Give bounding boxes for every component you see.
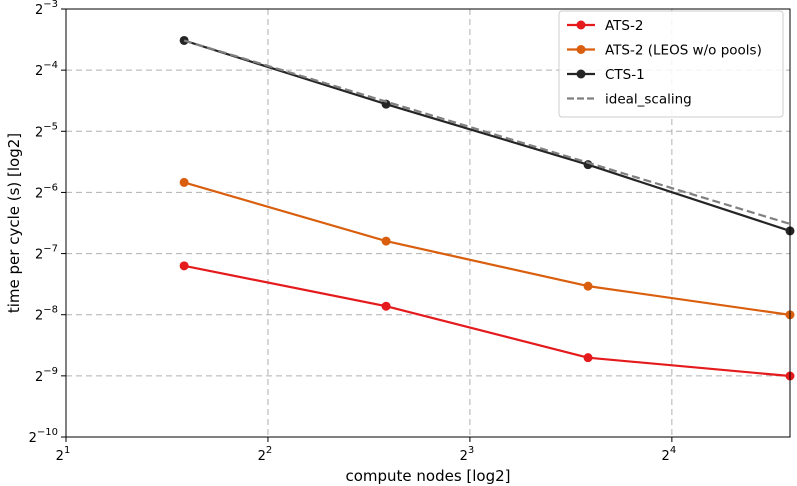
series-line [183, 39, 791, 225]
series-0 [179, 261, 795, 381]
legend-label: ATS-2 (LEOS w/o pools) [605, 43, 762, 59]
data-point [381, 301, 391, 311]
y-tick-label: 2−6 [35, 182, 58, 201]
legend: ATS-2 ATS-2 (LEOS w/o pools) CTS-1 ideal_sc… [558, 10, 784, 118]
legend-item: ideal_scaling [567, 92, 692, 108]
legend-label: ideal_scaling [605, 92, 692, 108]
series-layer [179, 35, 795, 381]
data-point [381, 236, 391, 246]
legend-swatch-marker [576, 45, 586, 54]
data-point [179, 261, 189, 271]
legend-swatch-marker [576, 69, 586, 79]
y-tick-label: 2−4 [35, 60, 58, 79]
data-point [583, 353, 593, 363]
x-tick-label: 22 [258, 445, 273, 464]
x-axis-title: compute nodes [log2] [345, 467, 510, 485]
legend-item: CTS-1 [567, 67, 645, 83]
y-tick-label: 2−3 [35, 0, 58, 18]
y-tick-label: 2−9 [35, 366, 58, 385]
x-tick-label: 24 [662, 445, 677, 464]
x-tick-label: 23 [460, 445, 475, 464]
data-point [583, 281, 593, 291]
ticks: 21 22 23 24 2−3 2−4 2−5 2−6 2−7 2−8 2−9 2−10 [29, 0, 677, 464]
legend-swatch-marker [576, 20, 586, 30]
y-tick-label: 2−7 [35, 244, 58, 263]
series-3 [183, 39, 791, 225]
plot-frame [65, 8, 791, 438]
y-tick-label: 2−10 [29, 427, 58, 446]
y-axis-title: time per cycle (s) [log2] [5, 133, 23, 313]
legend-item: ATS-2 (LEOS w/o pools) [567, 43, 762, 59]
grid [66, 9, 790, 437]
legend-box [558, 10, 784, 118]
y-tick-label: 2−8 [35, 305, 58, 324]
series-line [183, 181, 791, 316]
series-line [183, 264, 791, 378]
data-point [179, 177, 189, 187]
series-line [183, 39, 791, 232]
legend-label: CTS-1 [605, 67, 645, 83]
x-tick-label: 21 [56, 445, 71, 464]
legend-label: ATS-2 [605, 18, 643, 34]
series-1 [179, 177, 795, 320]
legend-item: ATS-2 [567, 18, 643, 34]
y-tick-label: 2−5 [35, 121, 58, 140]
